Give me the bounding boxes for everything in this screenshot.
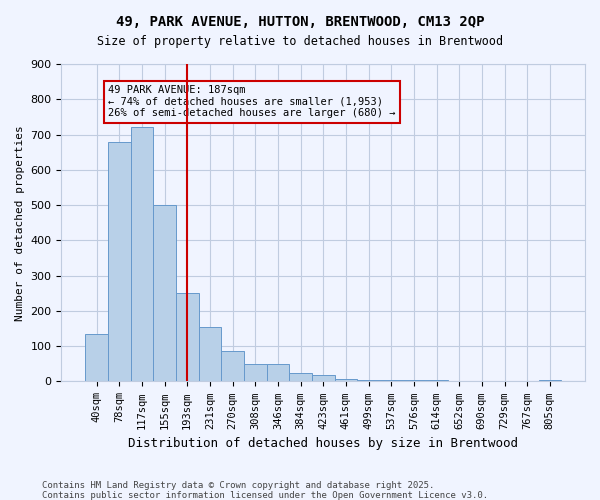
Bar [289,372,312,382]
Bar [403,380,425,382]
Text: 49 PARK AVENUE: 187sqm
← 74% of detached houses are smaller (1,953)
26% of semi-: 49 PARK AVENUE: 187sqm ← 74% of detached… [108,85,395,118]
Bar [380,380,403,382]
Bar [153,205,176,382]
Bar [266,364,289,382]
Bar [199,327,221,382]
Y-axis label: Number of detached properties: Number of detached properties [15,125,25,320]
X-axis label: Distribution of detached houses by size in Brentwood: Distribution of detached houses by size … [128,437,518,450]
Bar [108,142,131,382]
Bar [244,364,266,382]
Bar [357,380,380,382]
Bar [312,375,335,382]
Bar [539,380,561,382]
Bar [335,378,357,382]
Bar [85,334,108,382]
Bar [425,380,448,382]
Bar [176,294,199,382]
Bar [221,352,244,382]
Text: 49, PARK AVENUE, HUTTON, BRENTWOOD, CM13 2QP: 49, PARK AVENUE, HUTTON, BRENTWOOD, CM13… [116,15,484,29]
Bar [131,128,153,382]
Text: Size of property relative to detached houses in Brentwood: Size of property relative to detached ho… [97,35,503,48]
Bar [448,380,470,382]
Text: Contains HM Land Registry data © Crown copyright and database right 2025.: Contains HM Land Registry data © Crown c… [42,481,434,490]
Text: Contains public sector information licensed under the Open Government Licence v3: Contains public sector information licen… [42,491,488,500]
